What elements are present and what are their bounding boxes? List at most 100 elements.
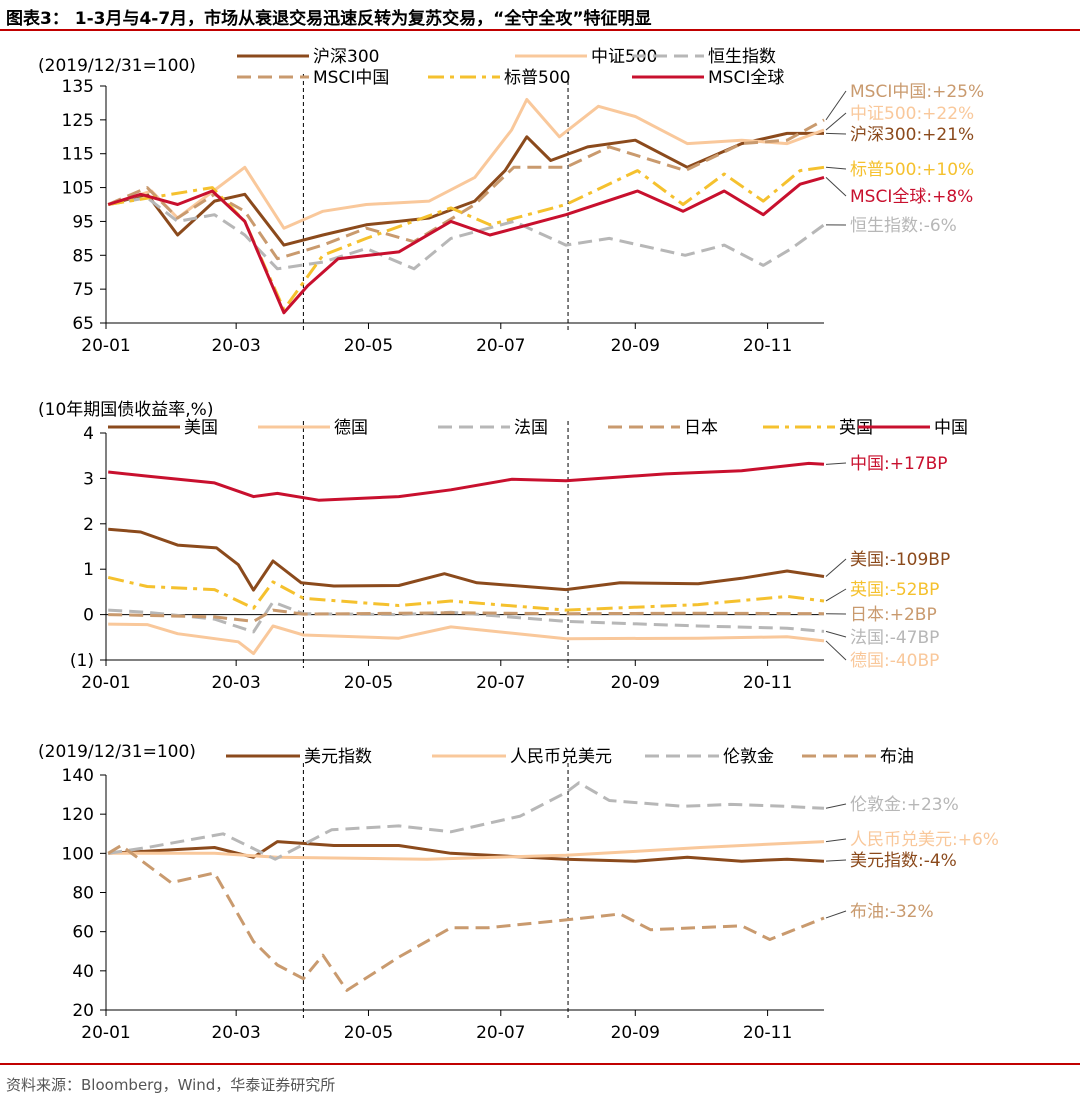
legend-label-germany: 德国 [334, 418, 368, 438]
end-label-leader [825, 558, 847, 577]
series-line-cny [108, 840, 825, 861]
end-label-brent: 布油:-32% [850, 902, 934, 922]
y-tick-label: (1) [70, 651, 94, 671]
end-label-msci_china: MSCI中国:+25% [850, 82, 984, 102]
x-tick-label: 20-05 [344, 336, 393, 356]
end-label-leader [825, 630, 847, 638]
legend-label-csi300: 沪深300 [313, 47, 379, 67]
y-tick-label: 4 [83, 424, 94, 444]
end-label-china: 中国:+17BP [850, 454, 948, 474]
y-unit-label: (2019/12/31=100) [38, 56, 196, 76]
end-label-dxy: 美元指数:-4% [850, 851, 957, 871]
end-label-leader [825, 910, 847, 919]
y-tick-label: 0 [83, 606, 94, 626]
legend-label-msci_world: MSCI全球 [708, 68, 784, 88]
end-label-leader [825, 132, 847, 135]
x-tick-label: 20-03 [211, 336, 260, 356]
x-tick-label: 20-11 [743, 1023, 792, 1043]
end-label-leader [825, 803, 847, 809]
y-tick-label: 115 [62, 145, 94, 165]
y-tick-label: 140 [62, 766, 94, 786]
end-label-csi500: 中证500:+22% [850, 104, 974, 124]
series-line-uk [107, 575, 825, 612]
legend-label-us: 美国 [184, 418, 218, 438]
legend-label-hsi: 恒生指数 [708, 47, 776, 67]
legend-label-china: 中国 [934, 418, 968, 438]
series-line-germany [108, 622, 825, 656]
end-label-csi300: 沪深300:+21% [850, 125, 974, 145]
y-tick-label: 95 [72, 212, 94, 232]
y-tick-label: 1 [83, 560, 94, 580]
x-tick-label: 20-09 [611, 673, 660, 693]
legend-label-csi500: 中证500 [591, 47, 657, 67]
series-line-dxy [108, 840, 825, 863]
end-label-leader [825, 640, 847, 661]
y-tick-label: 20 [72, 1001, 94, 1021]
end-label-leader [825, 90, 847, 121]
y-tick-label: 60 [72, 923, 94, 943]
legend-label-france: 法国 [514, 418, 548, 438]
series-line-msci_world [107, 175, 825, 315]
legend-label-cny: 人民币兑美元 [510, 747, 612, 767]
figure-title: 图表3： 1-3月与4-7月，市场从衰退交易迅速反转为复苏交易，“全守全攻”特征… [6, 9, 652, 29]
source-note: 资料来源：Bloomberg，Wind，华泰证券研究所 [6, 1076, 336, 1094]
end-label-cny: 人民币兑美元:+6% [850, 830, 999, 850]
x-tick-label: 20-09 [611, 336, 660, 356]
end-label-leader [825, 112, 847, 131]
x-tick-label: 20-11 [743, 336, 792, 356]
end-label-leader [825, 838, 847, 843]
y-unit-label: (2019/12/31=100) [38, 742, 196, 762]
x-tick-label: 20-05 [344, 1023, 393, 1043]
end-label-japan: 日本:+2BP [850, 605, 937, 625]
x-tick-label: 20-03 [211, 1023, 260, 1043]
legend-label-gold: 伦敦金 [723, 747, 774, 767]
y-tick-label: 65 [72, 314, 94, 334]
y-unit-label: (10年期国债收益率,%) [38, 400, 213, 420]
end-label-gold: 伦敦金:+23% [850, 795, 959, 815]
x-tick-label: 20-01 [81, 1023, 130, 1043]
series-line-us [108, 527, 825, 592]
end-label-leader [825, 859, 847, 862]
series-line-china [108, 461, 825, 502]
y-tick-label: 2 [83, 515, 94, 535]
end-label-leader [825, 177, 847, 197]
title-rule [0, 29, 1080, 31]
legend-label-uk: 英国 [839, 418, 873, 438]
legend-label-sp500: 标普500 [504, 68, 570, 88]
y-tick-label: 80 [72, 884, 94, 904]
legend-label-brent: 布油 [880, 747, 914, 767]
y-tick-label: 40 [72, 962, 94, 982]
y-tick-label: 125 [62, 111, 94, 131]
x-tick-label: 20-07 [476, 336, 525, 356]
series-line-csi300 [107, 131, 824, 247]
y-tick-label: 120 [62, 805, 94, 825]
end-label-hsi: 恒生指数:-6% [850, 216, 957, 236]
bottom-rule [0, 1063, 1080, 1065]
x-tick-label: 20-07 [476, 673, 525, 693]
legend-label-dxy: 美元指数 [304, 747, 372, 767]
end-label-uk: 英国:-52BP [850, 580, 939, 600]
end-label-us: 美国:-109BP [850, 550, 950, 570]
end-label-msci_world: MSCI全球:+8% [850, 187, 973, 207]
series-line-gold [107, 781, 825, 861]
y-tick-label: 3 [83, 469, 94, 489]
series-line-hsi [107, 196, 825, 271]
y-tick-label: 100 [62, 844, 94, 864]
end-label-sp500: 标普500:+10% [850, 160, 974, 180]
end-label-leader [825, 462, 847, 465]
x-tick-label: 20-11 [743, 673, 792, 693]
end-label-leader [825, 166, 847, 170]
legend-label-msci_china: MSCI中国 [313, 68, 389, 88]
series-line-csi500 [107, 98, 825, 230]
legend-label-japan: 日本 [684, 418, 718, 438]
end-label-france: 法国:-47BP [850, 628, 939, 648]
x-tick-label: 20-07 [476, 1023, 525, 1043]
y-tick-label: 75 [72, 280, 94, 300]
x-tick-label: 20-01 [81, 673, 130, 693]
end-label-leader [825, 588, 847, 602]
x-tick-label: 20-01 [81, 336, 130, 356]
y-tick-label: 105 [62, 179, 94, 199]
x-tick-label: 20-09 [611, 1023, 660, 1043]
series-line-brent [107, 844, 825, 992]
